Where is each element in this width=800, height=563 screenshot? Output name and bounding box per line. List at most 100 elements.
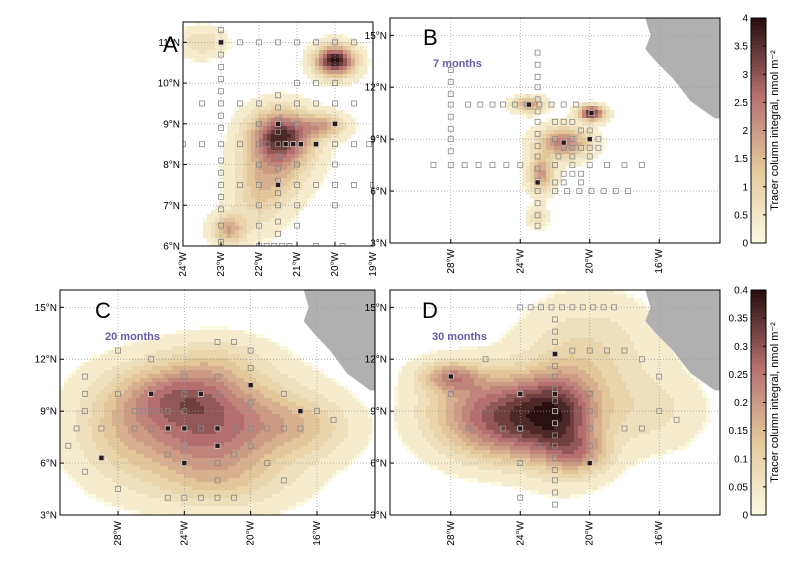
sample-marker-high bbox=[560, 139, 567, 146]
sample-marker bbox=[256, 120, 262, 127]
colorbar-segment bbox=[751, 33, 766, 38]
x-tick-label: 28°W bbox=[113, 520, 124, 545]
colorbar-segment bbox=[751, 290, 766, 295]
colorbar-segment bbox=[751, 100, 766, 105]
axes-frame bbox=[389, 289, 721, 516]
sample-marker bbox=[534, 73, 541, 80]
sample-marker bbox=[447, 148, 454, 155]
sample-marker bbox=[534, 153, 541, 160]
sample-marker bbox=[552, 501, 558, 508]
colorbar-segment bbox=[751, 503, 766, 508]
colorbar-segment bbox=[751, 316, 766, 321]
colorbar-segment bbox=[751, 380, 766, 385]
sample-marker bbox=[489, 162, 496, 169]
sample-marker bbox=[588, 188, 595, 194]
sample-marker bbox=[552, 188, 558, 194]
sample-marker bbox=[218, 206, 224, 213]
sample-marker bbox=[164, 408, 171, 415]
sample-marker bbox=[555, 153, 562, 160]
sample-marker bbox=[131, 408, 138, 415]
colorbar-segment bbox=[751, 183, 766, 188]
sample-marker bbox=[332, 39, 338, 46]
sample-marker bbox=[548, 101, 555, 108]
y-tick-label: 8°N bbox=[163, 160, 180, 171]
sample-marker-high bbox=[588, 110, 595, 116]
x-tick-label: 20°W bbox=[585, 520, 596, 545]
sample-marker bbox=[294, 182, 300, 188]
colorbar-segment bbox=[751, 496, 766, 501]
colorbar-segment bbox=[751, 224, 766, 229]
y-tick-label: 9°N bbox=[370, 407, 387, 418]
colorbar-segment bbox=[751, 481, 766, 486]
colorbar-tick-label: 4 bbox=[742, 14, 748, 25]
colorbar-segment bbox=[751, 186, 766, 191]
panel-letter: A bbox=[163, 32, 178, 57]
sample-marker bbox=[534, 84, 541, 91]
sample-marker bbox=[294, 161, 300, 168]
colorbar-segment bbox=[751, 29, 766, 34]
sample-marker bbox=[586, 390, 593, 397]
colorbar-segment bbox=[751, 55, 766, 60]
sample-marker bbox=[181, 442, 188, 449]
sample-marker bbox=[181, 494, 188, 501]
sample-marker bbox=[569, 162, 576, 169]
colorbar-segment bbox=[751, 353, 766, 358]
sample-marker bbox=[199, 141, 205, 148]
sample-marker bbox=[275, 129, 281, 135]
colorbar-segment bbox=[751, 477, 766, 482]
sample-marker bbox=[313, 243, 319, 246]
sample-marker bbox=[517, 304, 524, 311]
sample-marker bbox=[278, 243, 285, 246]
sample-marker bbox=[214, 477, 221, 484]
sample-marker bbox=[294, 222, 300, 229]
sample-marker bbox=[183, 141, 186, 148]
sample-marker bbox=[475, 162, 482, 169]
sample-marker bbox=[517, 460, 524, 466]
sample-marker bbox=[256, 202, 262, 209]
sample-marker bbox=[366, 141, 373, 148]
sample-marker bbox=[560, 170, 567, 177]
colorbar-segment bbox=[751, 492, 766, 497]
colorbar-tick-label: 0.1 bbox=[734, 454, 748, 465]
sample-marker bbox=[237, 39, 243, 46]
sample-marker bbox=[81, 468, 88, 475]
colorbar-segment bbox=[751, 395, 766, 400]
sample-marker bbox=[465, 101, 472, 108]
x-tick-label: 28°W bbox=[446, 248, 457, 273]
y-tick-label: 9°N bbox=[370, 135, 387, 146]
sample-marker bbox=[447, 390, 454, 397]
colorbar-segment bbox=[751, 201, 766, 206]
colorbar-segment bbox=[751, 406, 766, 411]
sample-marker bbox=[148, 356, 155, 363]
colorbar-segment bbox=[751, 190, 766, 195]
sample-marker bbox=[552, 118, 558, 125]
sample-marker bbox=[578, 170, 584, 177]
sample-marker bbox=[313, 100, 319, 107]
x-tick-label: 16°W bbox=[654, 520, 665, 545]
sample-marker bbox=[569, 144, 576, 151]
sample-marker bbox=[534, 61, 541, 68]
sample-marker bbox=[638, 356, 645, 363]
sample-marker bbox=[604, 162, 611, 169]
y-tick-label: 15°N bbox=[35, 303, 57, 314]
panel-letter: B bbox=[423, 25, 438, 50]
sample-marker bbox=[559, 304, 565, 311]
colorbar-segment bbox=[751, 428, 766, 433]
sample-marker bbox=[275, 92, 281, 99]
sample-marker bbox=[218, 141, 224, 148]
sample-marker bbox=[313, 80, 319, 86]
sample-marker bbox=[214, 373, 221, 380]
colorbar-segment bbox=[751, 451, 766, 456]
sample-marker bbox=[148, 408, 155, 415]
colorbar-segment bbox=[751, 138, 766, 143]
sample-marker bbox=[214, 339, 221, 345]
sample-marker bbox=[351, 39, 357, 46]
colorbar-segment bbox=[751, 466, 766, 471]
colorbar-tick-label: 0.35 bbox=[729, 314, 749, 325]
sample-marker bbox=[595, 136, 602, 143]
sample-marker bbox=[604, 347, 611, 354]
sample-marker bbox=[447, 79, 454, 85]
sample-marker bbox=[314, 408, 320, 415]
sample-marker bbox=[538, 304, 545, 311]
colorbar-segment bbox=[751, 74, 766, 79]
